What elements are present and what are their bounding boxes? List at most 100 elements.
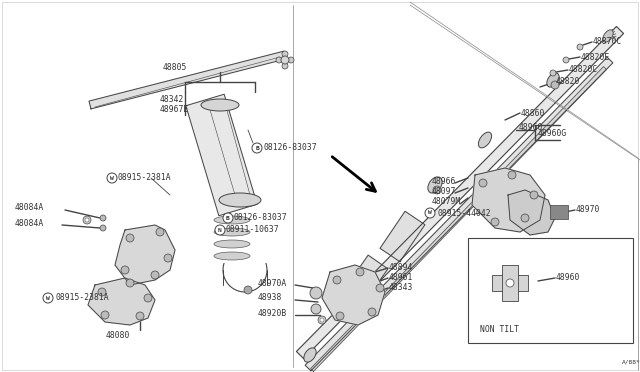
- Circle shape: [43, 293, 53, 303]
- Bar: [502, 265, 518, 301]
- Circle shape: [577, 44, 583, 50]
- Text: 48960G: 48960G: [538, 128, 567, 138]
- Text: 48938: 48938: [258, 294, 282, 302]
- Text: 48079M: 48079M: [432, 196, 461, 205]
- Circle shape: [164, 254, 172, 262]
- Circle shape: [310, 287, 322, 299]
- Circle shape: [215, 225, 225, 235]
- Ellipse shape: [214, 240, 250, 248]
- Circle shape: [376, 284, 384, 292]
- Circle shape: [101, 311, 109, 319]
- Text: 48343: 48343: [389, 282, 413, 292]
- Circle shape: [318, 316, 326, 324]
- Circle shape: [85, 218, 89, 222]
- Text: 48820: 48820: [556, 77, 580, 87]
- Text: 48084A: 48084A: [15, 218, 44, 228]
- Ellipse shape: [603, 30, 613, 42]
- Ellipse shape: [428, 177, 442, 193]
- Bar: [492, 275, 528, 291]
- Circle shape: [107, 173, 117, 183]
- Polygon shape: [310, 67, 607, 371]
- Text: 48870C: 48870C: [593, 38, 622, 46]
- Circle shape: [144, 294, 152, 302]
- Bar: [468, 238, 633, 343]
- Text: 08126-83037: 08126-83037: [263, 144, 317, 153]
- Ellipse shape: [547, 73, 559, 87]
- Polygon shape: [305, 57, 613, 371]
- Text: 08911-10637: 08911-10637: [226, 225, 280, 234]
- Polygon shape: [345, 255, 388, 302]
- Text: 48960: 48960: [556, 273, 580, 282]
- Text: NON TILT: NON TILT: [481, 326, 520, 334]
- Circle shape: [368, 308, 376, 316]
- Text: 48805: 48805: [163, 62, 187, 71]
- Polygon shape: [115, 225, 175, 285]
- Circle shape: [244, 286, 252, 294]
- Polygon shape: [186, 94, 257, 216]
- Circle shape: [491, 218, 499, 226]
- Circle shape: [550, 70, 556, 76]
- Circle shape: [530, 191, 538, 199]
- Text: 08126-83037: 08126-83037: [234, 214, 287, 222]
- Bar: [550, 205, 568, 219]
- Circle shape: [126, 234, 134, 242]
- Text: W: W: [110, 176, 114, 180]
- Circle shape: [276, 57, 282, 63]
- Text: A/88*0006: A/88*0006: [622, 359, 640, 365]
- Circle shape: [98, 288, 106, 296]
- Text: N: N: [218, 228, 222, 232]
- Circle shape: [223, 213, 233, 223]
- Circle shape: [100, 215, 106, 221]
- Text: 48342: 48342: [160, 96, 184, 105]
- Text: B: B: [255, 145, 259, 151]
- Circle shape: [508, 171, 516, 179]
- Text: 48860: 48860: [521, 109, 545, 118]
- Circle shape: [282, 63, 288, 69]
- Ellipse shape: [201, 99, 239, 111]
- Circle shape: [288, 57, 294, 63]
- Circle shape: [333, 276, 341, 284]
- Text: 48970: 48970: [576, 205, 600, 215]
- Polygon shape: [296, 26, 623, 359]
- Text: 48967E: 48967E: [160, 106, 189, 115]
- Circle shape: [479, 179, 487, 187]
- Circle shape: [281, 56, 289, 64]
- Polygon shape: [88, 278, 155, 325]
- Polygon shape: [89, 51, 286, 109]
- Circle shape: [156, 228, 164, 236]
- Ellipse shape: [479, 132, 492, 148]
- Text: B: B: [226, 215, 230, 221]
- Polygon shape: [322, 265, 385, 325]
- Circle shape: [551, 81, 559, 89]
- Circle shape: [563, 57, 569, 63]
- Circle shape: [126, 279, 134, 287]
- Circle shape: [356, 268, 364, 276]
- Text: 48820E: 48820E: [581, 52, 611, 61]
- Polygon shape: [380, 211, 425, 262]
- Ellipse shape: [214, 216, 250, 224]
- Text: 48966: 48966: [432, 176, 456, 186]
- Ellipse shape: [304, 348, 316, 362]
- Polygon shape: [472, 168, 545, 232]
- Polygon shape: [508, 190, 555, 235]
- Text: 48084A: 48084A: [15, 203, 44, 212]
- Circle shape: [336, 312, 344, 320]
- Circle shape: [136, 312, 144, 320]
- Text: 48097: 48097: [432, 186, 456, 196]
- Text: 48970A: 48970A: [258, 279, 287, 288]
- Circle shape: [521, 214, 529, 222]
- Text: W: W: [428, 211, 432, 215]
- Ellipse shape: [219, 193, 261, 207]
- Text: 48961: 48961: [389, 273, 413, 282]
- Text: W: W: [46, 295, 50, 301]
- Circle shape: [252, 143, 262, 153]
- Ellipse shape: [214, 228, 250, 236]
- Text: 08915-44042: 08915-44042: [437, 208, 491, 218]
- Ellipse shape: [214, 252, 250, 260]
- Circle shape: [425, 208, 435, 218]
- Circle shape: [100, 225, 106, 231]
- Text: 08915-2381A: 08915-2381A: [55, 294, 109, 302]
- Text: 48820C: 48820C: [569, 65, 598, 74]
- Circle shape: [311, 304, 321, 314]
- Text: 48080: 48080: [106, 331, 130, 340]
